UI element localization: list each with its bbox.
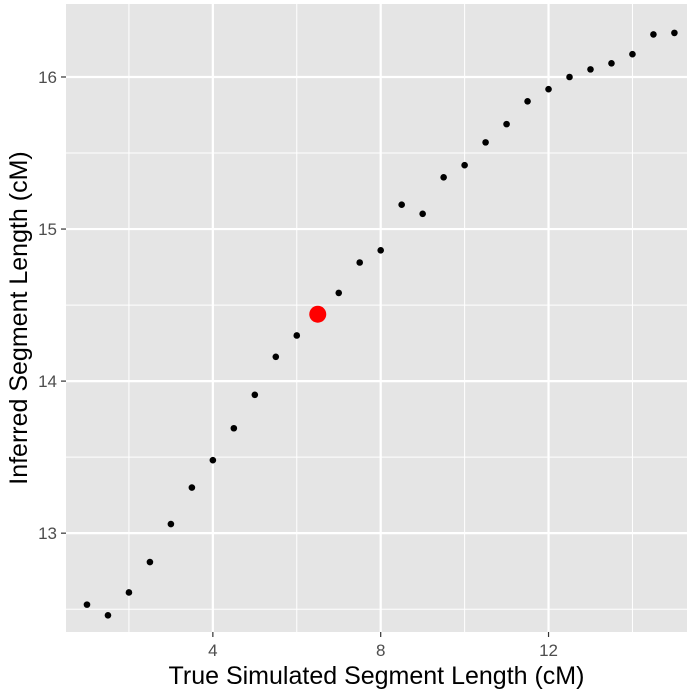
data-point [209, 456, 217, 464]
y-tick-label: 15 [38, 220, 57, 239]
data-point [671, 29, 678, 37]
grid-minor [66, 4, 687, 632]
data-point [230, 424, 238, 432]
data-point [167, 520, 175, 528]
data-point [188, 484, 196, 491]
data-point [524, 98, 531, 105]
data-point [650, 31, 657, 38]
data-point [629, 50, 636, 58]
grid-major [66, 4, 687, 632]
y-axis-title: Inferred Segment Length (cM) [5, 151, 33, 485]
y-tick-label: 14 [38, 372, 57, 391]
data-point [146, 558, 154, 566]
data-point [335, 289, 343, 297]
data-point [608, 60, 615, 67]
data-point [83, 601, 91, 608]
data-point [251, 391, 259, 399]
data-point [545, 85, 552, 93]
data-point [377, 247, 384, 254]
data-point [104, 611, 112, 619]
data-point [293, 332, 301, 339]
x-tick-label: 8 [376, 641, 385, 660]
highlighted-point [309, 305, 327, 323]
data-point [587, 66, 594, 73]
x-tick-label: 12 [539, 641, 558, 660]
data-point [356, 259, 364, 266]
y-tick-label: 16 [38, 68, 57, 87]
y-axis-ticks: 13 14 15 16 [38, 68, 66, 543]
data-point [503, 120, 510, 128]
x-axis-ticks: 4 8 12 [208, 632, 558, 660]
data-point [566, 73, 573, 81]
y-tick-label: 13 [38, 524, 57, 543]
data-point [482, 139, 489, 146]
data-point [125, 589, 133, 596]
x-tick-label: 4 [208, 641, 217, 660]
plot-panel [66, 4, 687, 632]
data-point [461, 161, 468, 169]
data-point [398, 201, 405, 209]
data-point [440, 174, 447, 181]
x-axis-title: True Simulated Segment Length (cM) [169, 662, 585, 690]
data-point [272, 353, 280, 361]
data-point [419, 210, 426, 218]
data-points [83, 29, 678, 619]
